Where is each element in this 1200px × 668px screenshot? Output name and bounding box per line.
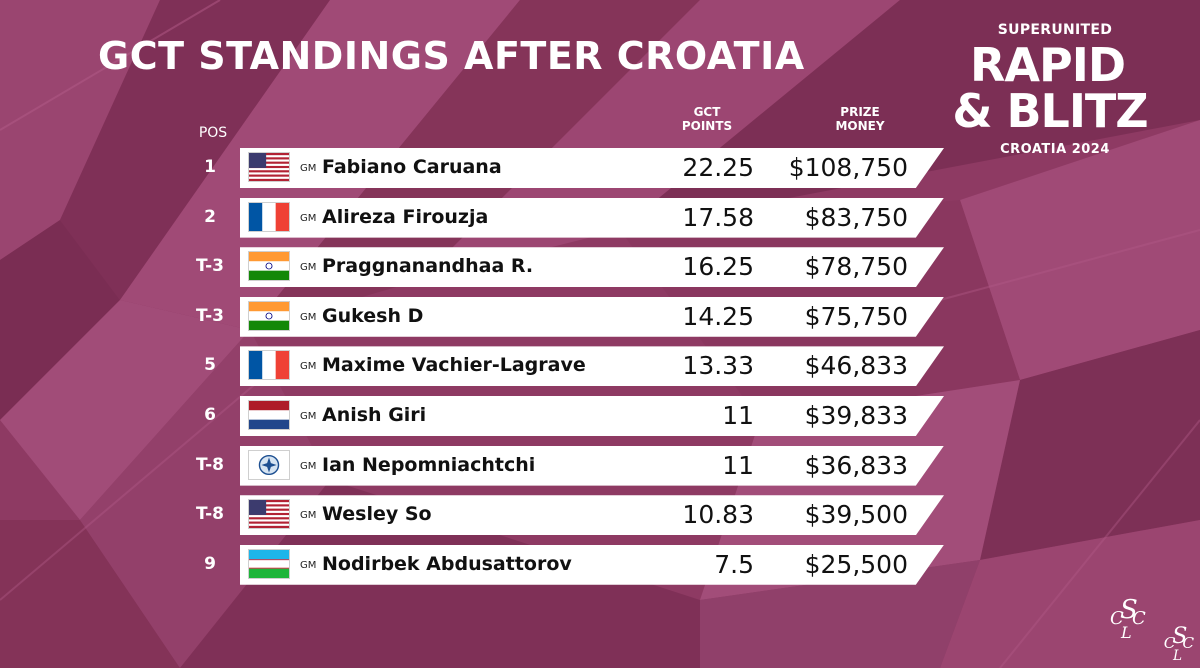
uzbekistan-flag-icon — [248, 548, 290, 579]
position-label: 9 — [204, 553, 216, 574]
svg-text:S: S — [1120, 596, 1138, 625]
fide-flag-icon — [248, 449, 290, 480]
player-name: Maxime Vachier-Lagrave — [322, 354, 586, 377]
player-bar: GM Alireza Firouzja 17.58 $83,750 — [240, 197, 944, 238]
prize-money: $39,500 — [804, 500, 908, 530]
gct-points: 11 — [722, 401, 754, 430]
position-label: 5 — [204, 355, 216, 376]
india-flag-icon — [248, 300, 290, 331]
india-flag-icon — [248, 251, 290, 282]
player-bar: GM Fabiano Caruana 22.25 $108,750 — [240, 148, 944, 188]
svg-text:S: S — [1172, 624, 1187, 649]
page-title: GCT STANDINGS AFTER CROATIA — [98, 34, 805, 78]
gct-points: 22.25 — [682, 153, 754, 182]
player-bar: GM Maxime Vachier-Lagrave 13.33 $46,833 — [240, 346, 944, 387]
gct-points: 11 — [722, 450, 754, 480]
usa-flag-icon — [248, 499, 290, 530]
prize-money: $36,833 — [804, 450, 908, 480]
svg-text:L: L — [1172, 648, 1182, 662]
position-label: T-8 — [196, 454, 224, 475]
prize-money: $108,750 — [788, 153, 908, 182]
standings-row: 6 GM Anish Giri 11 $39,833 — [0, 396, 1200, 436]
position-label: 1 — [204, 157, 216, 177]
player-bar: GM Gukesh D 14.25 $75,750 — [240, 296, 944, 337]
player-name: Alireza Firouzja — [322, 205, 489, 228]
brand-rapid: RAPID — [969, 38, 1126, 92]
player-name: Praggnanandhaa R. — [322, 255, 534, 278]
prize-money: $75,750 — [804, 301, 908, 331]
points-header: GCT POINTS — [672, 105, 742, 133]
usa-flag-icon — [248, 152, 290, 182]
player-bar: GM Ian Nepomniachtchi 11 $36,833 — [240, 445, 944, 486]
svg-text:C: C — [1164, 634, 1176, 652]
player-bar: GM Nodirbek Abdusattorov 7.5 $25,500 — [240, 544, 944, 585]
gct-points: 14.25 — [682, 301, 754, 331]
csc-logo-icon: C S C L — [1108, 595, 1148, 647]
player-title: GM — [300, 460, 317, 472]
player-name: Ian Nepomniachtchi — [322, 453, 536, 476]
prize-header: PRIZE MONEY — [820, 105, 900, 133]
brand-blitz: & BLITZ — [952, 84, 1148, 138]
player-title: GM — [300, 311, 317, 323]
standings-row: 2 GM Alireza Firouzja 17.58 $83,750 — [0, 197, 1200, 238]
standings-row: 5 GM Maxime Vachier-Lagrave 13.33 $46,833 — [0, 346, 1200, 387]
player-bar: GM Praggnanandhaa R. 16.25 $78,750 — [240, 247, 944, 288]
gct-points: 13.33 — [682, 351, 754, 381]
prize-header-line1: PRIZE — [840, 105, 880, 119]
player-name: Anish Giri — [322, 404, 427, 426]
prize-header-line2: MONEY — [835, 119, 885, 133]
player-name: Gukesh D — [322, 304, 424, 327]
prize-money: $78,750 — [804, 252, 908, 282]
standings-row: T-3 GM Praggnanandhaa R. 16.25 $78,750 — [0, 247, 1200, 288]
position-label: T-3 — [196, 305, 224, 326]
svg-text:C: C — [1110, 608, 1124, 629]
player-title: GM — [300, 262, 317, 274]
standings-row: T-3 GM Gukesh D 14.25 $75,750 — [0, 296, 1200, 337]
points-header-line2: POINTS — [681, 119, 733, 133]
position-label: 2 — [204, 206, 216, 227]
standings-row: T-8 GM Wesley So 10.83 $39,500 — [0, 495, 1200, 536]
gct-points: 7.5 — [714, 549, 754, 579]
csc-small-logo-icon: C S C L — [1162, 623, 1196, 666]
netherlands-flag-icon — [248, 400, 290, 430]
pos-header: POS — [198, 125, 228, 141]
player-title: GM — [300, 510, 317, 522]
standings-row: 1 GM Fabiano Caruana 22.25 $108,750 — [0, 148, 1200, 188]
player-bar: GM Anish Giri 11 $39,833 — [240, 396, 944, 436]
svg-text:L: L — [1120, 623, 1132, 640]
brand-superunited: SUPERUNITED — [997, 22, 1113, 38]
player-title: GM — [300, 163, 317, 174]
standings-row: 9 GM Nodirbek Abdusattorov 7.5 $25,500 — [0, 544, 1200, 585]
player-bar: GM Wesley So 10.83 $39,500 — [240, 495, 944, 536]
gct-points: 17.58 — [682, 202, 754, 232]
standings-row: T-8 GM Ian Nepomniachtchi 11 $36,833 — [0, 445, 1200, 486]
position-label: T-3 — [196, 256, 224, 277]
player-name: Wesley So — [322, 503, 432, 526]
svg-text:C: C — [1132, 608, 1146, 629]
brand-croatia: CROATIA 2024 — [1000, 142, 1110, 157]
position-label: 6 — [204, 405, 216, 425]
player-title: GM — [300, 361, 317, 373]
player-name: Nodirbek Abdusattorov — [322, 552, 572, 575]
player-title: GM — [300, 559, 317, 571]
france-flag-icon — [248, 350, 290, 381]
gct-points: 16.25 — [682, 252, 754, 282]
prize-money: $39,833 — [804, 401, 908, 430]
position-label: T-8 — [196, 504, 224, 525]
svg-text:C: C — [1182, 634, 1194, 652]
player-title: GM — [300, 411, 317, 422]
gct-points: 10.83 — [682, 500, 754, 530]
prize-money: $83,750 — [804, 202, 908, 232]
player-name: Fabiano Caruana — [322, 156, 502, 178]
points-header-line1: GCT — [693, 105, 721, 119]
france-flag-icon — [248, 201, 290, 232]
player-title: GM — [300, 212, 317, 224]
prize-money: $25,500 — [804, 549, 908, 579]
prize-money: $46,833 — [804, 351, 908, 381]
